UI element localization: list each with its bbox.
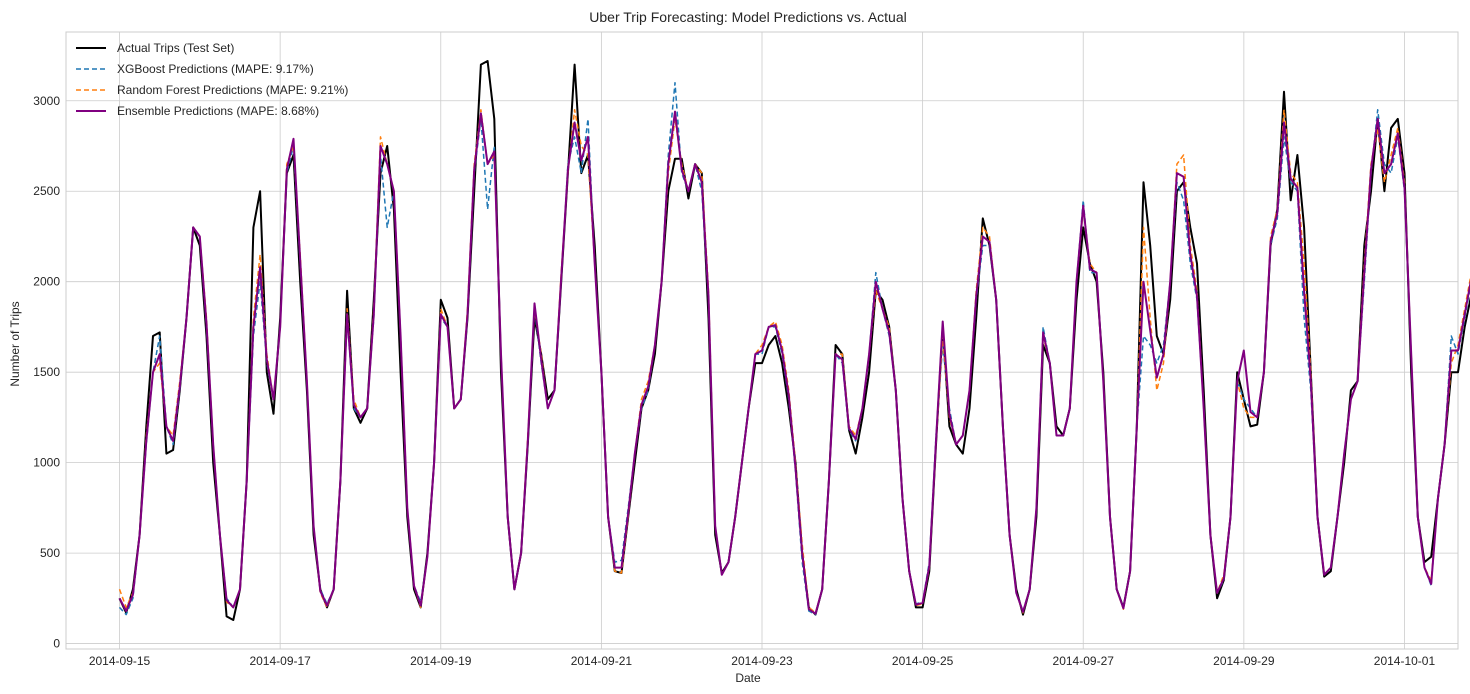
y-tick-label: 2500: [33, 184, 60, 198]
x-tick-label: 2014-09-21: [571, 654, 633, 668]
y-axis-label: Number of Trips: [8, 301, 22, 386]
x-tick-label: 2014-09-23: [731, 654, 793, 668]
x-tick-label: 2014-09-25: [892, 654, 954, 668]
x-tick-label: 2014-10-01: [1374, 654, 1436, 668]
grid-lines: [66, 32, 1458, 649]
y-tick-label: 2000: [33, 275, 60, 289]
chart-title: Uber Trip Forecasting: Model Predictions…: [589, 9, 906, 25]
x-tick-label: 2014-09-27: [1053, 654, 1115, 668]
x-tick-label: 2014-09-17: [249, 654, 311, 668]
y-tick-label: 0: [53, 637, 60, 651]
legend-label: Random Forest Predictions (MAPE: 9.21%): [117, 83, 348, 97]
x-axis-label: Date: [735, 671, 761, 685]
legend-label: Actual Trips (Test Set): [117, 41, 234, 55]
series-line: [118, 81, 1470, 616]
y-tick-label: 500: [40, 546, 60, 560]
legend-label: Ensemble Predictions (MAPE: 8.68%): [117, 104, 319, 118]
series-line: [118, 110, 1470, 615]
x-tick-label: 2014-09-15: [89, 654, 151, 668]
series-line: [118, 60, 1470, 621]
y-tick-label: 1000: [33, 456, 60, 470]
axis-ticks: 0 500 1000 1500 2000 2500 3000 2014-09-15 2014-0…: [33, 94, 1435, 668]
y-tick-label: 1500: [33, 365, 60, 379]
y-tick-label: 3000: [33, 94, 60, 108]
x-tick-label: 2014-09-29: [1213, 654, 1275, 668]
series-lines: [118, 60, 1470, 621]
x-tick-label: 2014-09-19: [410, 654, 472, 668]
legend-label: XGBoost Predictions (MAPE: 9.17%): [117, 62, 314, 76]
legend: Actual Trips (Test Set) XGBoost Predictio…: [76, 41, 348, 118]
